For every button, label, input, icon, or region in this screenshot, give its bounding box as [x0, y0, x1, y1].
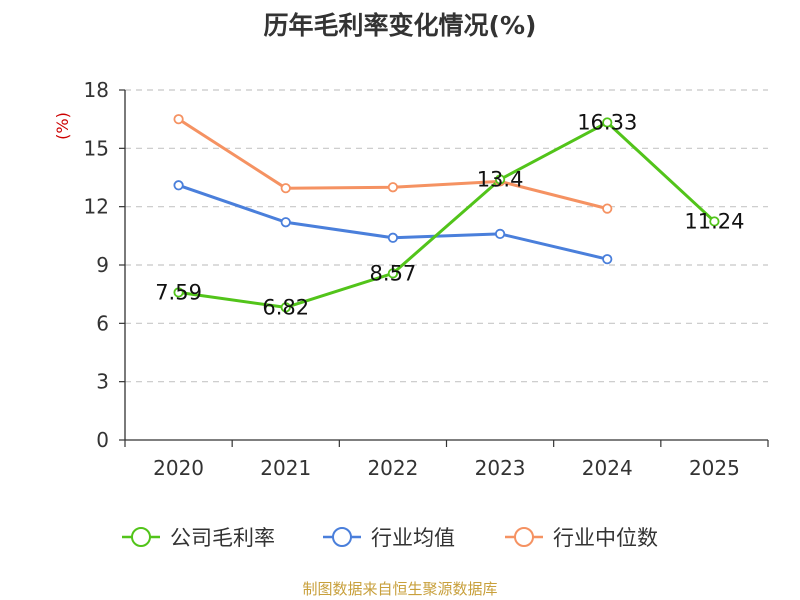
series-line-2	[177, 117, 608, 211]
data-source: 制图数据来自恒生聚源数据库	[302, 580, 498, 598]
y-tick-label: 6	[96, 311, 109, 335]
x-tick-label: 2022	[367, 456, 418, 480]
data-point	[602, 254, 613, 265]
data-point	[387, 182, 399, 193]
legend-marker	[514, 527, 534, 547]
data-point	[173, 287, 184, 298]
y-tick-label: 3	[96, 370, 109, 394]
x-tick-label: 2021	[260, 456, 311, 480]
data-point	[280, 183, 291, 194]
legend-item[interactable]: 公司毛利率	[122, 526, 275, 550]
data-point	[173, 114, 184, 125]
y-tick-label: 9	[96, 253, 109, 277]
y-axis-ticks: 0 3 6 9 12 15 18	[84, 78, 125, 452]
x-tick-label: 2025	[689, 456, 740, 480]
series-line-0	[178, 120, 716, 309]
data-point	[602, 203, 613, 214]
legend-label: 公司毛利率	[170, 526, 275, 550]
legend-item[interactable]: 行业中位数	[505, 526, 658, 550]
x-axis-ticks: 2020 2021 2022 2023 2024 2025	[124, 440, 769, 480]
legend-label: 行业均值	[371, 526, 455, 550]
legend-item[interactable]: 行业均值	[323, 526, 455, 550]
legend: 公司毛利率 行业均值 行业中位数	[122, 526, 658, 550]
legend-label: 行业中位数	[553, 526, 658, 550]
x-tick-label: 2020	[153, 456, 204, 480]
data-labels: 7.59 6.82 8.57 13.4 16.33 11.24	[155, 110, 744, 319]
data-point	[387, 232, 399, 243]
y-tick-label: 0	[96, 428, 109, 452]
data-label: 6.82	[262, 295, 309, 319]
data-label: 16.33	[577, 110, 637, 134]
series-points	[173, 114, 720, 313]
y-axis-label: (%)	[53, 112, 72, 140]
data-point	[387, 268, 399, 279]
x-tick-label: 2024	[582, 456, 633, 480]
data-point	[173, 180, 184, 191]
data-point	[280, 217, 291, 228]
series-line-1	[178, 183, 608, 261]
data-point	[602, 117, 613, 128]
data-point	[494, 228, 506, 239]
legend-marker	[131, 527, 151, 547]
y-tick-label: 15	[84, 136, 109, 160]
data-point	[494, 174, 506, 185]
series-lines	[177, 117, 716, 309]
data-point	[709, 216, 720, 227]
data-label: 11.24	[684, 209, 744, 233]
y-tick-label: 12	[84, 195, 109, 219]
x-tick-label: 2023	[475, 456, 526, 480]
legend-marker	[332, 527, 352, 547]
chart-title: 历年毛利率变化情况(%)	[263, 11, 537, 40]
data-label: 7.59	[155, 280, 202, 304]
data-point	[280, 302, 291, 313]
y-tick-label: 18	[84, 78, 109, 102]
grid-lines	[125, 89, 768, 383]
data-label: 13.4	[477, 167, 524, 191]
data-label: 8.57	[370, 261, 417, 285]
